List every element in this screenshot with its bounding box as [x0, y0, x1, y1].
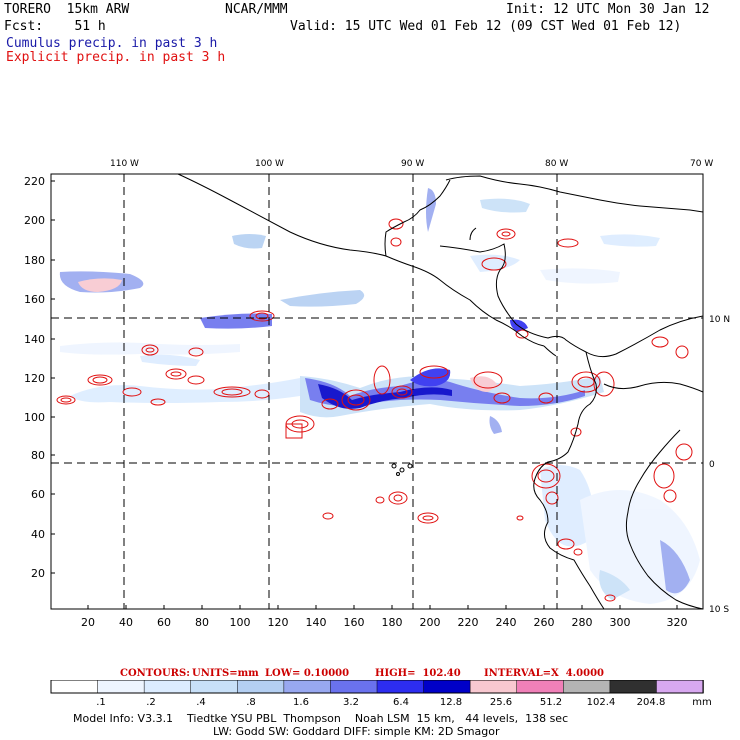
colorbar-swatch	[656, 680, 704, 694]
colorbar-swatch	[469, 680, 518, 694]
colorbar-swatches	[50, 680, 704, 694]
x-tick: 240	[496, 616, 517, 629]
valid-time: Valid: 15 UTC Wed 01 Feb 12 (09 CST Wed …	[290, 19, 682, 34]
colorbar-label: 3.2	[343, 697, 359, 708]
colorbar-swatch	[50, 680, 99, 694]
colorbar-swatch	[609, 680, 658, 694]
y-tick: 220	[24, 175, 45, 188]
colorbar-swatch	[423, 680, 471, 694]
forecast-hour: Fcst: 51 h	[4, 19, 106, 34]
colorbar-label: 204.8	[637, 697, 666, 708]
colorbar-swatch	[330, 680, 378, 694]
y-tick: 20	[31, 567, 45, 580]
init-time: Init: 12 UTC Mon 30 Jan 12	[506, 2, 710, 17]
legend-cumulus: Cumulus precip. in past 3 h	[6, 36, 218, 51]
model-title: TORERO 15km ARW	[4, 2, 130, 17]
x-tick: 20	[81, 616, 95, 629]
x-tick: 280	[572, 616, 593, 629]
colorbar-label: .1	[96, 697, 106, 708]
x-tick: 300	[610, 616, 631, 629]
colorbar-label: 25.6	[490, 697, 512, 708]
explicit-precip-contours	[56, 218, 693, 602]
contour-high: HIGH= 102.40	[375, 668, 461, 679]
y-tick: 140	[24, 333, 45, 346]
y-tick-marks	[51, 180, 55, 574]
y-tick: 80	[31, 449, 45, 462]
coastlines	[177, 173, 704, 610]
colorbar-swatch	[97, 680, 145, 694]
legend-explicit: Explicit precip. in past 3 h	[6, 50, 226, 65]
colorbar-unit: mm	[692, 697, 711, 708]
y-axis-ticks: 220 200 180 160 140 120 100 80 60 40 20	[24, 175, 45, 580]
y-tick: 180	[24, 254, 45, 267]
y-tick: 160	[24, 293, 45, 306]
x-tick: 260	[534, 616, 555, 629]
lon-label-100w: 100 W	[255, 159, 284, 169]
contour-label: CONTOURS:	[120, 668, 190, 679]
precip-map: 110 W 100 W 90 W 80 W 70 W 10 N 0 10 S 2…	[24, 159, 730, 629]
lat-label-10s: 10 S	[709, 605, 729, 615]
lon-labels: 110 W 100 W 90 W 80 W 70 W	[110, 159, 713, 169]
colorbar-label: 6.4	[393, 697, 409, 708]
lon-label-80w: 80 W	[545, 159, 568, 169]
model-info: Model Info: V3.3.1 Tiedtke YSU PBL Thomp…	[73, 712, 569, 725]
colorbar-swatch	[237, 680, 285, 694]
colorbar-swatch	[563, 680, 611, 694]
x-tick: 120	[268, 616, 289, 629]
colorbar-label: 102.4	[587, 697, 616, 708]
contour-info: CONTOURS: UNITS=mm LOW= 0.10000 HIGH= 10…	[120, 668, 604, 734]
colorbar-label: 1.6	[293, 697, 309, 708]
x-tick: 80	[195, 616, 209, 629]
org-label: NCAR/MMM	[225, 2, 288, 17]
physics-info: LW: Godd SW: Goddard DIFF: simple KM: 2D…	[213, 725, 500, 738]
colorbar-swatch	[143, 680, 192, 694]
contour-low: LOW= 0.10000	[265, 668, 350, 679]
colorbar-swatch	[516, 680, 565, 694]
lat-label-0: 0	[709, 460, 715, 470]
colorbar: .1 .2 .4 .8 1.6 3.2 6.4 12.8 25.6 51.2 1…	[50, 680, 712, 708]
contour-units: UNITS=mm	[192, 668, 259, 679]
graticule	[51, 174, 703, 609]
y-tick: 100	[24, 411, 45, 424]
x-tick: 180	[382, 616, 403, 629]
colorbar-label: 51.2	[540, 697, 562, 708]
lon-label-70w: 70 W	[690, 159, 713, 169]
x-tick: 220	[458, 616, 479, 629]
colorbar-swatch	[376, 680, 425, 694]
y-tick: 40	[31, 528, 45, 541]
y-tick: 120	[24, 372, 45, 385]
y-tick: 60	[31, 488, 45, 501]
x-tick: 40	[119, 616, 133, 629]
colorbar-label: .2	[146, 697, 156, 708]
x-tick: 60	[157, 616, 171, 629]
x-tick: 100	[230, 616, 251, 629]
lat-label-10n: 10 N	[709, 315, 730, 325]
x-tick-marks	[87, 605, 678, 609]
x-axis-ticks: 20 40 60 80 100 120 140 160 180 200 220 …	[81, 616, 688, 629]
colorbar-swatch	[190, 680, 239, 694]
lon-label-90w: 90 W	[401, 159, 424, 169]
colorbar-label: .8	[246, 697, 256, 708]
x-tick: 140	[306, 616, 327, 629]
colorbar-label: 12.8	[440, 697, 462, 708]
contour-interval: INTERVAL=X 4.0000	[484, 668, 604, 679]
colorbar-labels: .1 .2 .4 .8 1.6 3.2 6.4 12.8 25.6 51.2 1…	[96, 697, 712, 708]
lon-label-110w: 110 W	[110, 159, 139, 169]
colorbar-swatch	[283, 680, 332, 694]
x-tick: 200	[420, 616, 441, 629]
cumulus-precip-areas	[59, 188, 700, 604]
x-tick: 160	[344, 616, 365, 629]
colorbar-label: .4	[196, 697, 206, 708]
lat-labels: 10 N 0 10 S	[709, 315, 730, 615]
y-tick: 200	[24, 214, 45, 227]
x-tick: 320	[667, 616, 688, 629]
